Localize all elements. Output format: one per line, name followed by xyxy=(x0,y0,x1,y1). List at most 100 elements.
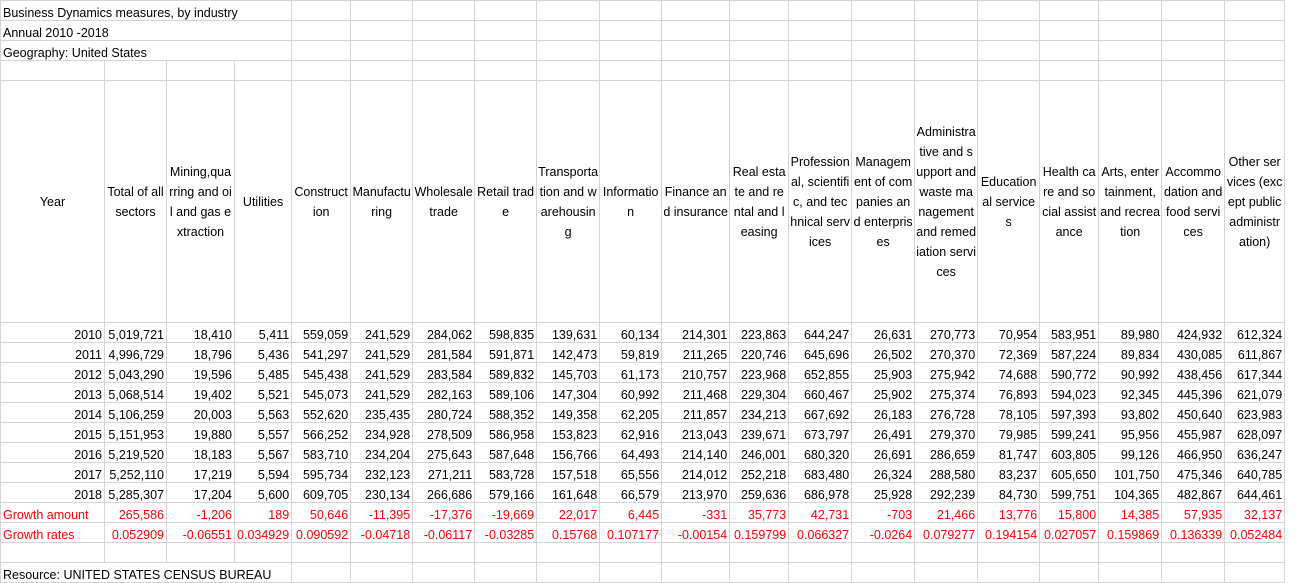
value-cell[interactable]: 430,085 xyxy=(1161,342,1226,363)
empty-cell[interactable] xyxy=(661,0,731,21)
empty-cell[interactable] xyxy=(851,562,916,583)
empty-cell[interactable] xyxy=(977,20,1041,41)
value-cell[interactable]: 18,183 xyxy=(166,442,235,463)
value-cell[interactable]: 26,491 xyxy=(851,422,916,443)
column-header[interactable]: Arts, entertainment, and recreation xyxy=(1098,80,1163,323)
value-cell[interactable]: 214,012 xyxy=(661,462,731,483)
value-cell[interactable]: 241,529 xyxy=(350,382,414,403)
value-cell[interactable]: 241,529 xyxy=(350,322,414,343)
value-cell[interactable]: 583,728 xyxy=(474,462,538,483)
value-cell[interactable]: 640,785 xyxy=(1224,462,1286,483)
sheet-geography[interactable]: Geography: United States xyxy=(0,40,293,61)
column-header[interactable]: Professional, scientific, and technical … xyxy=(788,80,853,323)
year-cell[interactable]: 2014 xyxy=(0,402,105,423)
empty-cell[interactable] xyxy=(474,40,538,61)
value-cell[interactable]: 223,863 xyxy=(729,322,790,343)
empty-cell[interactable] xyxy=(536,20,601,41)
empty-cell[interactable] xyxy=(599,0,663,21)
growth-cell[interactable]: 189 xyxy=(233,502,293,523)
value-cell[interactable]: 5,485 xyxy=(233,362,293,383)
value-cell[interactable]: 552,620 xyxy=(291,402,352,423)
value-cell[interactable]: 59,819 xyxy=(599,342,663,363)
value-cell[interactable]: 5,594 xyxy=(233,462,293,483)
empty-cell[interactable] xyxy=(1161,60,1226,81)
empty-cell[interactable] xyxy=(977,60,1041,81)
empty-cell[interactable] xyxy=(914,20,979,41)
value-cell[interactable]: 18,410 xyxy=(166,322,235,343)
value-cell[interactable]: 64,493 xyxy=(599,442,663,463)
value-cell[interactable]: 19,596 xyxy=(166,362,235,383)
empty-cell[interactable] xyxy=(599,60,663,81)
value-cell[interactable]: 101,750 xyxy=(1098,462,1163,483)
column-header[interactable]: Health care and social assistance xyxy=(1039,80,1100,323)
value-cell[interactable]: 279,370 xyxy=(914,422,979,443)
empty-cell[interactable] xyxy=(851,40,916,61)
value-cell[interactable]: 652,855 xyxy=(788,362,853,383)
year-cell[interactable]: 2010 xyxy=(0,322,105,343)
value-cell[interactable]: 232,123 xyxy=(350,462,414,483)
empty-cell[interactable] xyxy=(599,542,663,563)
empty-cell[interactable] xyxy=(474,60,538,81)
growth-cell[interactable]: 14,385 xyxy=(1098,502,1163,523)
empty-cell[interactable] xyxy=(291,562,352,583)
value-cell[interactable]: 5,019,721 xyxy=(104,322,167,343)
year-cell[interactable]: 2015 xyxy=(0,422,105,443)
empty-cell[interactable] xyxy=(1224,542,1286,563)
value-cell[interactable]: 597,393 xyxy=(1039,402,1100,423)
value-cell[interactable]: 445,396 xyxy=(1161,382,1226,403)
empty-cell[interactable] xyxy=(914,60,979,81)
column-header[interactable]: Utilities xyxy=(233,80,293,323)
value-cell[interactable]: 644,461 xyxy=(1224,482,1286,503)
value-cell[interactable]: 210,757 xyxy=(661,362,731,383)
empty-cell[interactable] xyxy=(661,40,731,61)
empty-cell[interactable] xyxy=(977,0,1041,21)
empty-cell[interactable] xyxy=(1161,20,1226,41)
empty-cell[interactable] xyxy=(1161,0,1226,21)
value-cell[interactable]: 78,105 xyxy=(977,402,1041,423)
value-cell[interactable]: 605,650 xyxy=(1039,462,1100,483)
empty-cell[interactable] xyxy=(1161,562,1226,583)
value-cell[interactable]: 17,204 xyxy=(166,482,235,503)
value-cell[interactable]: 591,871 xyxy=(474,342,538,363)
growth-cell[interactable]: 0.052909 xyxy=(104,522,167,543)
growth-cell[interactable]: 21,466 xyxy=(914,502,979,523)
value-cell[interactable]: 220,746 xyxy=(729,342,790,363)
column-header[interactable]: Year xyxy=(0,80,105,323)
value-cell[interactable]: 586,958 xyxy=(474,422,538,443)
value-cell[interactable]: 213,970 xyxy=(661,482,731,503)
value-cell[interactable]: 211,265 xyxy=(661,342,731,363)
empty-cell[interactable] xyxy=(350,562,414,583)
empty-cell[interactable] xyxy=(291,542,352,563)
empty-cell[interactable] xyxy=(233,542,293,563)
value-cell[interactable]: 283,584 xyxy=(412,362,476,383)
value-cell[interactable]: 5,557 xyxy=(233,422,293,443)
empty-cell[interactable] xyxy=(729,542,790,563)
value-cell[interactable]: 214,140 xyxy=(661,442,731,463)
value-cell[interactable]: 252,218 xyxy=(729,462,790,483)
value-cell[interactable]: 598,835 xyxy=(474,322,538,343)
empty-cell[interactable] xyxy=(474,0,538,21)
value-cell[interactable]: 612,324 xyxy=(1224,322,1286,343)
year-cell[interactable]: 2016 xyxy=(0,442,105,463)
value-cell[interactable]: 280,724 xyxy=(412,402,476,423)
value-cell[interactable]: 26,324 xyxy=(851,462,916,483)
value-cell[interactable]: 142,473 xyxy=(536,342,601,363)
value-cell[interactable]: 19,402 xyxy=(166,382,235,403)
value-cell[interactable]: 686,978 xyxy=(788,482,853,503)
value-cell[interactable]: 234,204 xyxy=(350,442,414,463)
empty-cell[interactable] xyxy=(1098,40,1163,61)
value-cell[interactable]: 4,996,729 xyxy=(104,342,167,363)
empty-cell[interactable] xyxy=(661,562,731,583)
growth-cell[interactable]: 0.052484 xyxy=(1224,522,1286,543)
value-cell[interactable]: 149,358 xyxy=(536,402,601,423)
empty-cell[interactable] xyxy=(1224,562,1286,583)
growth-amount-row-label[interactable]: Growth amount xyxy=(0,502,105,523)
empty-cell[interactable] xyxy=(474,20,538,41)
empty-cell[interactable] xyxy=(291,0,352,21)
value-cell[interactable]: 645,696 xyxy=(788,342,853,363)
value-cell[interactable]: 84,730 xyxy=(977,482,1041,503)
value-cell[interactable]: 74,688 xyxy=(977,362,1041,383)
value-cell[interactable]: 611,867 xyxy=(1224,342,1286,363)
value-cell[interactable]: 466,950 xyxy=(1161,442,1226,463)
value-cell[interactable]: 275,374 xyxy=(914,382,979,403)
